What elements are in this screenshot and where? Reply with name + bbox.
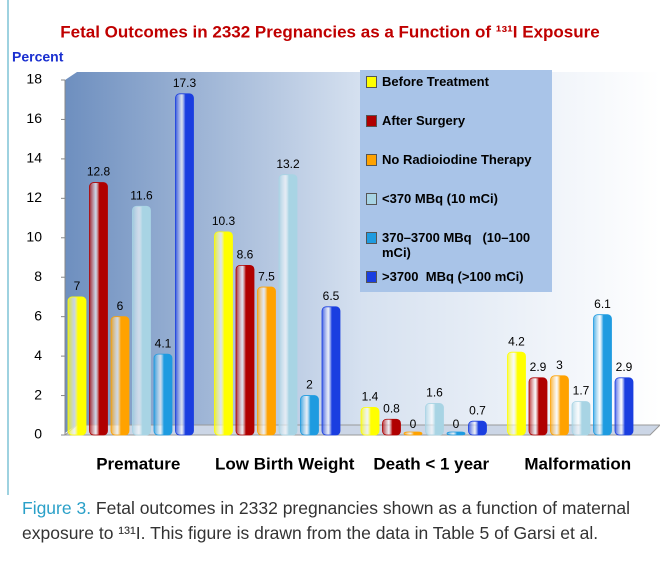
value-label: 4.1 <box>155 336 172 350</box>
y-axis-label: Percent <box>12 49 64 65</box>
value-label: 1.7 <box>573 384 590 398</box>
bar <box>153 353 173 436</box>
value-label: 0.7 <box>469 403 486 417</box>
caption-label: Figure 3. <box>22 498 92 518</box>
y-tick-label: 18 <box>26 71 42 87</box>
legend-swatch <box>366 193 377 205</box>
legend: Before Treatment After Surgery No Radioiod… <box>360 70 552 292</box>
y-tick-label: 2 <box>34 386 42 402</box>
bar <box>321 306 341 436</box>
bar <box>67 296 87 436</box>
value-label: 0 <box>410 417 417 431</box>
bar <box>571 401 591 436</box>
legend-item: 370–3700 MBq (10–100 mCi) <box>366 230 546 269</box>
value-label: 6 <box>117 299 124 313</box>
bar <box>382 418 401 436</box>
bar <box>425 403 444 436</box>
bar <box>257 286 276 436</box>
caption: Figure 3. Fetal outcomes in 2332 pregnan… <box>22 496 642 546</box>
bar <box>614 377 634 436</box>
legend-label: >3700 MBq (>100 mCi) <box>382 269 524 284</box>
bar <box>132 205 151 436</box>
legend-swatch <box>366 232 377 244</box>
legend-swatch <box>366 154 377 166</box>
bar <box>300 395 319 436</box>
legend-swatch <box>366 115 377 127</box>
value-label: 0.8 <box>383 401 400 415</box>
bar <box>360 406 380 436</box>
legend-item: After Surgery <box>366 113 546 152</box>
y-tick-label: 0 <box>34 426 42 442</box>
value-label: 6.1 <box>594 297 611 311</box>
y-tick-label: 14 <box>26 150 42 166</box>
y-tick-label: 16 <box>26 110 42 126</box>
legend-swatch <box>366 271 377 283</box>
x-tick-label: Malformation <box>524 454 631 473</box>
value-label: 4.2 <box>508 334 525 348</box>
value-label: 6.5 <box>323 289 340 303</box>
legend-label: No Radioiodine Therapy <box>382 152 532 167</box>
y-tick-label: 12 <box>26 189 42 205</box>
bar <box>550 375 569 436</box>
value-label: 13.2 <box>276 157 300 171</box>
legend-item: No Radioiodine Therapy <box>366 152 546 191</box>
caption-text: Fetal outcomes in 2332 pregnancies shown… <box>22 498 630 543</box>
bar <box>507 351 526 436</box>
x-tick-label: Death < 1 year <box>373 454 489 473</box>
legend-label: Before Treatment <box>382 74 489 89</box>
legend-item: >3700 MBq (>100 mCi) <box>366 269 546 308</box>
value-label: 1.4 <box>362 390 379 404</box>
bar <box>89 182 108 436</box>
legend-label: <370 MBq (10 mCi) <box>382 191 498 206</box>
y-tick-label: 6 <box>34 307 42 323</box>
x-tick-label: Premature <box>96 454 180 473</box>
value-label: 17.3 <box>173 76 197 90</box>
legend-swatch <box>366 76 377 88</box>
value-label: 2.9 <box>530 360 547 374</box>
legend-item: <370 MBq (10 mCi) <box>366 191 546 230</box>
bar <box>593 314 612 436</box>
y-tick-label: 4 <box>34 347 42 363</box>
bar <box>278 174 298 436</box>
y-tick-label: 8 <box>34 268 42 284</box>
value-label: 8.6 <box>237 248 254 262</box>
legend-label: 370–3700 MBq (10–100 mCi) <box>382 230 534 260</box>
value-label: 0 <box>453 417 460 431</box>
bar <box>110 316 130 436</box>
x-tick-label: Low Birth Weight <box>215 454 355 473</box>
legend-label: After Surgery <box>382 113 466 128</box>
bar <box>235 264 255 436</box>
value-label: 11.6 <box>130 188 153 202</box>
bar <box>468 420 487 436</box>
y-tick-label: 10 <box>26 228 42 244</box>
value-label: 7 <box>74 279 81 293</box>
bar <box>446 431 466 436</box>
bar <box>175 93 194 436</box>
bar <box>528 377 548 436</box>
chart-title: Fetal Outcomes in 2332 Pregnancies as a … <box>60 22 599 41</box>
value-label: 2 <box>306 378 313 392</box>
bar <box>214 231 233 436</box>
value-label: 3 <box>556 358 563 372</box>
legend-item: Before Treatment <box>366 74 546 113</box>
value-label: 10.3 <box>212 214 236 228</box>
value-label: 7.5 <box>258 269 275 283</box>
bar <box>403 431 423 436</box>
value-label: 1.6 <box>426 386 443 400</box>
value-label: 2.9 <box>616 360 633 374</box>
value-label: 12.8 <box>87 165 111 179</box>
